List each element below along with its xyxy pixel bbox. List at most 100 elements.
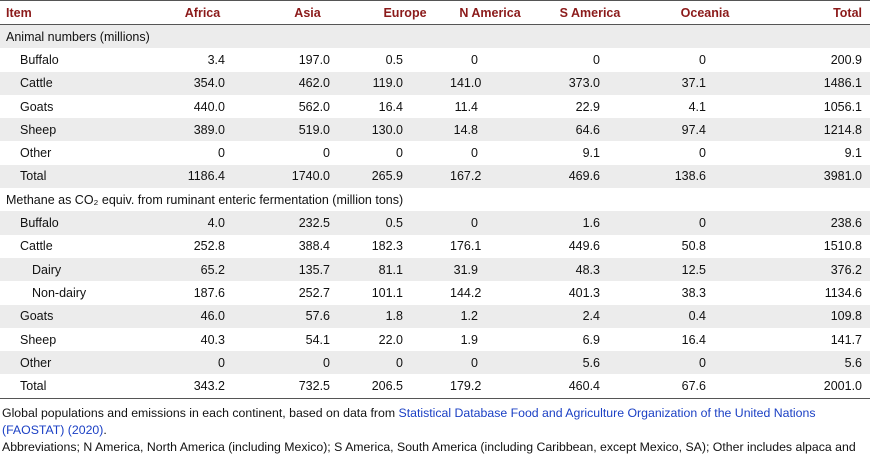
column-header: Item (0, 0, 150, 25)
table-cell: 389.0 (193, 122, 225, 137)
table-cell: 388.4 (298, 239, 330, 254)
table-cell: 31.9 (453, 262, 478, 277)
column-header: Africa (150, 0, 255, 25)
row-label: Total (20, 379, 47, 394)
table-cell: 732.5 (298, 379, 330, 394)
table-cell: 40.3 (200, 332, 225, 347)
table-cell: 11.4 (454, 99, 478, 114)
table-cell: 562.0 (298, 99, 330, 114)
table-cell: 5.6 (582, 355, 600, 370)
table-cell: 187.6 (193, 285, 225, 300)
table-cell: 0 (699, 52, 706, 67)
table-cell: 238.6 (830, 216, 862, 231)
table-cell: 9.1 (844, 146, 862, 161)
row-label: Goats (20, 309, 54, 324)
table-cell: 1186.4 (187, 169, 225, 184)
table-notes: Global populations and emissions in each… (0, 399, 870, 457)
table-cell: 0 (396, 355, 403, 370)
table-cell: 119.0 (372, 76, 403, 91)
table-body: Animal numbers (millions) Buffalo 3.4 197.0… (0, 24, 870, 399)
table-cell: 0 (471, 146, 478, 161)
note-text: . (103, 422, 107, 437)
table-cell: 373.0 (568, 76, 600, 91)
table-cell: 0 (471, 355, 478, 370)
table-cell: 0.5 (385, 216, 403, 231)
table-cell: 1134.6 (824, 285, 862, 300)
table-cell: 101.1 (371, 285, 403, 300)
table-cell: 1510.8 (823, 239, 862, 254)
table-cell: 1.8 (385, 309, 403, 324)
abbreviations-note: Abbreviations; N America, North America … (2, 439, 856, 457)
table-cell: 57.6 (305, 309, 330, 324)
table-cell: 197.0 (298, 52, 330, 67)
table-cell: 138.6 (674, 169, 706, 184)
table-cell: 130.0 (371, 122, 403, 137)
row-label: Other (20, 146, 52, 161)
table-cell: 460.4 (568, 379, 600, 394)
table-cell: 0 (699, 216, 706, 231)
table-row: Total 1186.4 1740.0 265.9 167.2 469.6 138.6 398… (0, 164, 870, 189)
table-cell: 14.8 (453, 122, 478, 137)
table-cell: 141.7 (830, 332, 862, 347)
table-cell: 354.0 (193, 76, 225, 91)
column-header: N America (450, 0, 530, 25)
table-cell: 440.0 (193, 99, 225, 114)
table-cell: 141.0 (450, 76, 482, 91)
table-cell: 206.5 (371, 379, 403, 394)
table-cell: 16.4 (378, 99, 403, 114)
table-row: Sheep 389.0 519.0 130.0 14.8 64.6 97.4 1214.8 (0, 118, 870, 142)
table-row: Sheep 40.3 54.1 22.0 1.9 6.9 16.4 141.7 (0, 328, 870, 351)
column-header: Europe (360, 0, 450, 25)
column-header: S America (530, 0, 650, 25)
section-title: Methane as CO₂ equiv. from ruminant ente… (6, 192, 404, 207)
table-cell: 4.0 (207, 216, 225, 231)
table-cell: 0 (218, 146, 225, 161)
table-cell: 4.1 (688, 99, 706, 114)
table-row: Buffalo 4.0 232.5 0.5 0 1.6 0 238.6 (0, 211, 870, 235)
table-row: Cattle 354.0 462.0 119.0 141.0 373.0 37.1 1486.… (0, 71, 870, 95)
table-cell: 16.4 (681, 332, 706, 347)
row-label: Buffalo (20, 216, 59, 231)
table-cell: 9.1 (582, 146, 600, 161)
row-label: Dairy (32, 262, 62, 277)
table-cell: 0 (396, 146, 403, 161)
table-cell: 1486.1 (823, 76, 862, 91)
table-cell: 1.6 (582, 216, 600, 231)
row-label: Goats (20, 99, 54, 114)
table-cell: 0 (323, 146, 330, 161)
row-label: Total (20, 169, 47, 184)
section-row: Methane as CO₂ equiv. from ruminant ente… (0, 188, 870, 211)
table-cell: 144.2 (450, 285, 482, 300)
table-cell: 232.5 (298, 216, 330, 231)
table-cell: 0 (471, 216, 478, 231)
table-cell: 0 (323, 355, 330, 370)
source-link[interactable]: Statistical Database Food and Agricultur… (2, 405, 816, 437)
table-cell: 109.8 (830, 309, 862, 324)
table-row: Buffalo 3.4 197.0 0.5 0 0 0 200.9 (0, 48, 870, 71)
column-header: Asia (255, 0, 360, 25)
row-label: Other (20, 355, 52, 370)
table-cell: 0 (699, 146, 706, 161)
table-row: Cattle 252.8 388.4 182.3 176.1 449.6 50.8 1510.… (0, 235, 870, 258)
table-cell: 64.6 (575, 122, 600, 137)
table-cell: 22.9 (575, 99, 600, 114)
table-row: Dairy 65.2 135.7 81.1 31.9 48.3 12.5 376.2 (0, 257, 870, 282)
section-title: Animal numbers (millions) (6, 29, 150, 44)
row-label: Non-dairy (32, 285, 87, 300)
section-row: Animal numbers (millions) (0, 24, 870, 49)
table-cell: 50.8 (681, 239, 706, 254)
table-cell: 38.3 (681, 285, 706, 300)
table-cell: 6.9 (582, 332, 600, 347)
table-cell: 48.3 (575, 262, 600, 277)
table-cell: 449.6 (568, 239, 600, 254)
table-row: Goats 46.0 57.6 1.8 1.2 2.4 0.4 109.8 (0, 304, 870, 328)
table-cell: 97.4 (681, 122, 706, 137)
table-cell: 0 (471, 52, 478, 67)
table-cell: 462.0 (298, 76, 330, 91)
table-cell: 469.6 (568, 169, 600, 184)
column-header: Total (760, 0, 870, 25)
row-label: Buffalo (20, 52, 59, 67)
table-row: Non-dairy 187.6 252.7 101.1 144.2 401.3 38.3 11… (0, 281, 870, 304)
table-cell: 1.2 (460, 309, 478, 324)
table-cell: 343.2 (193, 379, 225, 394)
